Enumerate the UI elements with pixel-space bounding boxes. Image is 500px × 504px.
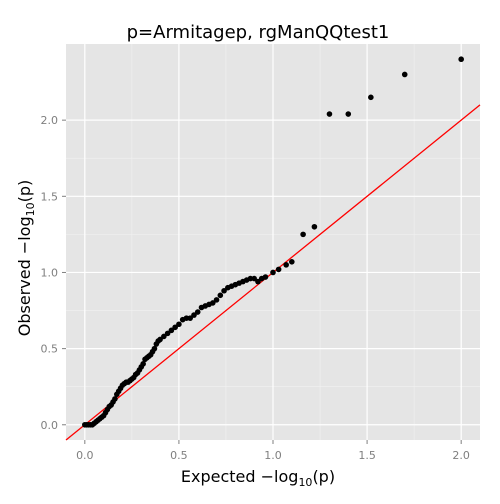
- data-point: [194, 309, 201, 315]
- data-point: [345, 111, 352, 117]
- data-point: [209, 300, 216, 306]
- data-point: [368, 94, 374, 101]
- data-point: [401, 71, 408, 78]
- x-tick-label: 0.0: [76, 449, 94, 462]
- x-tick-label: 1.0: [264, 449, 282, 462]
- x-axis-title: Expected −log10(p): [181, 467, 335, 489]
- x-axis-title-subscript: 10: [298, 476, 312, 489]
- major-grid: [66, 44, 480, 440]
- data-point: [164, 330, 171, 337]
- data-point: [191, 312, 197, 318]
- x-tick-label: 2.0: [452, 449, 470, 462]
- data-point: [458, 56, 464, 63]
- data-point: [140, 361, 146, 367]
- data-point: [270, 269, 276, 276]
- data-point: [311, 223, 318, 230]
- data-point: [255, 278, 261, 285]
- data-point: [217, 292, 224, 299]
- y-tick-label: 1.0: [41, 266, 59, 279]
- data-point: [187, 315, 193, 321]
- y-tick-label: 2.0: [41, 114, 59, 127]
- data-point: [213, 297, 220, 303]
- x-tick-label: 1.5: [358, 449, 376, 462]
- y-tick-label: 0.0: [41, 419, 59, 432]
- x-axis-title-suffix: (p): [312, 467, 335, 486]
- data-point: [262, 274, 269, 280]
- x-axis-ticks: 0.0 0.5 1.0 1.5 2.0: [76, 440, 470, 462]
- data-point: [251, 275, 257, 282]
- data-point: [112, 396, 118, 402]
- y-axis-title: Observed −log10(p): [15, 180, 37, 337]
- y-axis-title-subscript: 10: [24, 202, 37, 216]
- y-axis-title-prefix: Observed −log: [15, 216, 34, 336]
- y-axis-ticks: 0.0 0.5 1.0 1.5 2.0: [41, 114, 66, 432]
- data-point: [168, 327, 175, 334]
- data-point: [275, 266, 282, 273]
- y-axis-title-suffix: (p): [15, 180, 34, 203]
- data-point: [172, 324, 178, 331]
- data-point: [151, 345, 158, 352]
- data-point: [283, 262, 289, 268]
- data-point: [221, 287, 227, 294]
- x-axis-title-prefix: Expected −log: [181, 467, 299, 486]
- data-point: [161, 333, 167, 340]
- data-points: [82, 56, 464, 428]
- x-tick-label: 0.5: [170, 449, 188, 462]
- data-point: [176, 321, 182, 328]
- data-point: [300, 231, 306, 238]
- data-point: [289, 259, 295, 265]
- data-point: [157, 336, 163, 343]
- y-tick-label: 1.5: [41, 190, 59, 203]
- chart-title: p=Armitagep, rgManQQtest1: [127, 22, 390, 43]
- y-tick-label: 0.5: [41, 343, 59, 356]
- data-point: [326, 111, 333, 117]
